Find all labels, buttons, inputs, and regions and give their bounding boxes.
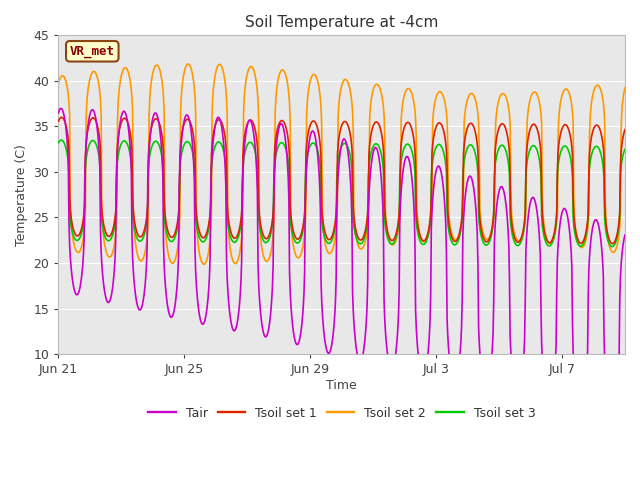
Title: Soil Temperature at -4cm: Soil Temperature at -4cm xyxy=(245,15,438,30)
X-axis label: Time: Time xyxy=(326,379,357,392)
Y-axis label: Temperature (C): Temperature (C) xyxy=(15,144,28,246)
Text: VR_met: VR_met xyxy=(70,45,115,58)
Legend: Tair, Tsoil set 1, Tsoil set 2, Tsoil set 3: Tair, Tsoil set 1, Tsoil set 2, Tsoil se… xyxy=(143,402,540,425)
